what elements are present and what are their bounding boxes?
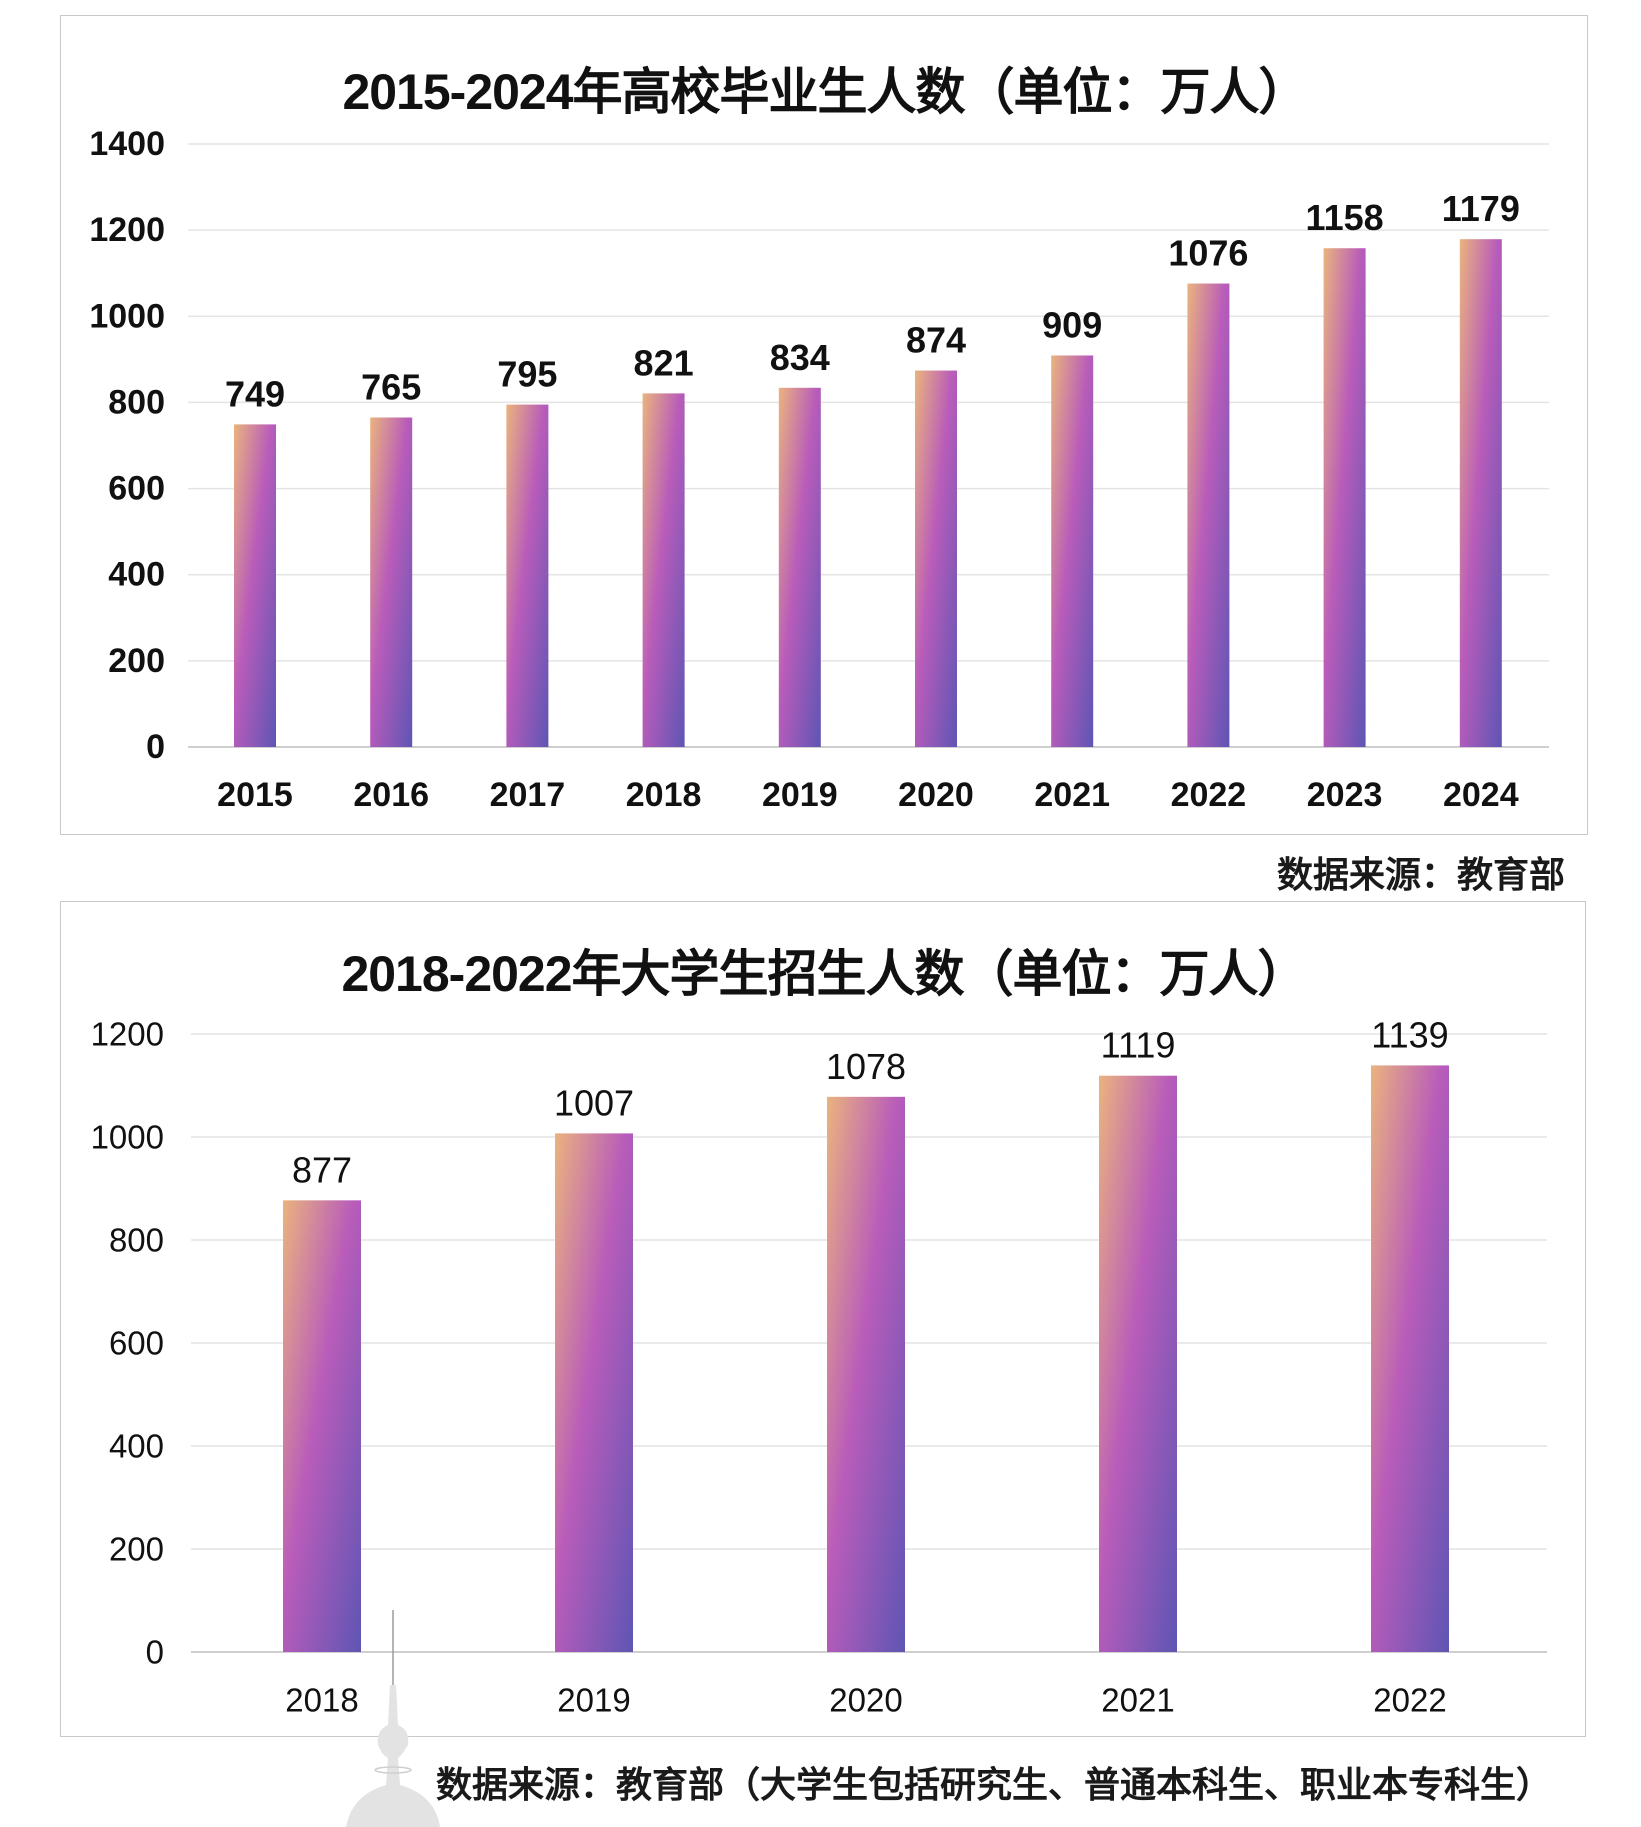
bar-2020 [827, 1096, 905, 1652]
bar-2023 [1323, 248, 1366, 748]
data-label: 874 [906, 320, 966, 361]
data-label: 795 [497, 354, 557, 395]
data-source-note: 数据来源：教育部（大学生包括研究生、普通本科生、职业本专科生） [436, 1764, 1553, 1805]
x-tick-label: 2022 [1171, 776, 1247, 814]
data-label: 1078 [826, 1046, 906, 1087]
data-label: 834 [770, 337, 830, 378]
chart-title: 2015-2024年高校毕业生人数（单位：万人） [342, 64, 1308, 120]
bar-2016 [370, 417, 413, 747]
x-tick-label: 2020 [829, 1682, 902, 1719]
bar-2019 [555, 1133, 633, 1652]
bar-2021 [1051, 355, 1094, 747]
x-tick-label: 2021 [1101, 1682, 1174, 1719]
x-tick-label: 2020 [898, 776, 974, 814]
x-tick-label: 2021 [1034, 776, 1110, 814]
data-source-note: 数据来源：教育部 [1276, 854, 1565, 895]
data-label: 749 [225, 373, 285, 414]
y-tick-label: 1400 [89, 125, 165, 163]
y-tick-label: 600 [108, 470, 165, 508]
y-tick-label: 400 [108, 556, 165, 594]
data-label: 1076 [1168, 233, 1248, 274]
y-tick-label: 200 [108, 642, 165, 680]
data-label: 909 [1042, 304, 1102, 345]
x-tick-label: 2015 [217, 776, 293, 814]
chart-title: 2018-2022年大学生招生人数（单位：万人） [341, 946, 1307, 1002]
x-tick-label: 2019 [762, 776, 838, 814]
x-tick-label: 2022 [1373, 1682, 1446, 1719]
bar-2019 [778, 387, 821, 747]
data-label: 1139 [1371, 1014, 1448, 1055]
data-label: 1179 [1442, 188, 1520, 229]
y-tick-label: 200 [109, 1531, 164, 1568]
bar-2022 [1371, 1065, 1449, 1652]
y-tick-label: 400 [109, 1428, 164, 1465]
bar-2018 [642, 393, 685, 747]
y-tick-label: 600 [109, 1325, 164, 1362]
y-tick-label: 800 [109, 1222, 164, 1259]
y-tick-label: 1200 [89, 211, 165, 249]
y-tick-label: 0 [146, 1634, 164, 1671]
bar-2020 [915, 370, 957, 747]
y-tick-label: 0 [146, 728, 165, 766]
bar-2018 [283, 1200, 361, 1652]
y-tick-label: 1000 [89, 297, 165, 335]
bar-2015 [234, 424, 276, 747]
x-tick-label: 2018 [285, 1682, 358, 1719]
bar-2024 [1459, 239, 1502, 747]
data-label: 1119 [1101, 1025, 1176, 1066]
data-label: 877 [292, 1149, 352, 1190]
x-tick-label: 2023 [1307, 776, 1383, 814]
bar-2017 [506, 404, 549, 747]
y-tick-label: 1200 [91, 1016, 164, 1053]
x-tick-label: 2024 [1443, 776, 1519, 814]
data-label: 1007 [554, 1082, 634, 1123]
x-tick-label: 2019 [557, 1682, 630, 1719]
data-label: 765 [361, 367, 421, 408]
y-tick-label: 800 [108, 383, 165, 421]
y-tick-label: 1000 [91, 1119, 164, 1156]
data-label: 821 [634, 342, 694, 383]
x-tick-label: 2018 [626, 776, 702, 814]
bar-2022 [1187, 283, 1230, 747]
x-tick-label: 2016 [353, 776, 429, 814]
tv-tower-icon [346, 1610, 440, 1827]
bar-2021 [1099, 1075, 1177, 1652]
x-tick-label: 2017 [490, 776, 566, 814]
data-label: 1158 [1306, 197, 1384, 238]
